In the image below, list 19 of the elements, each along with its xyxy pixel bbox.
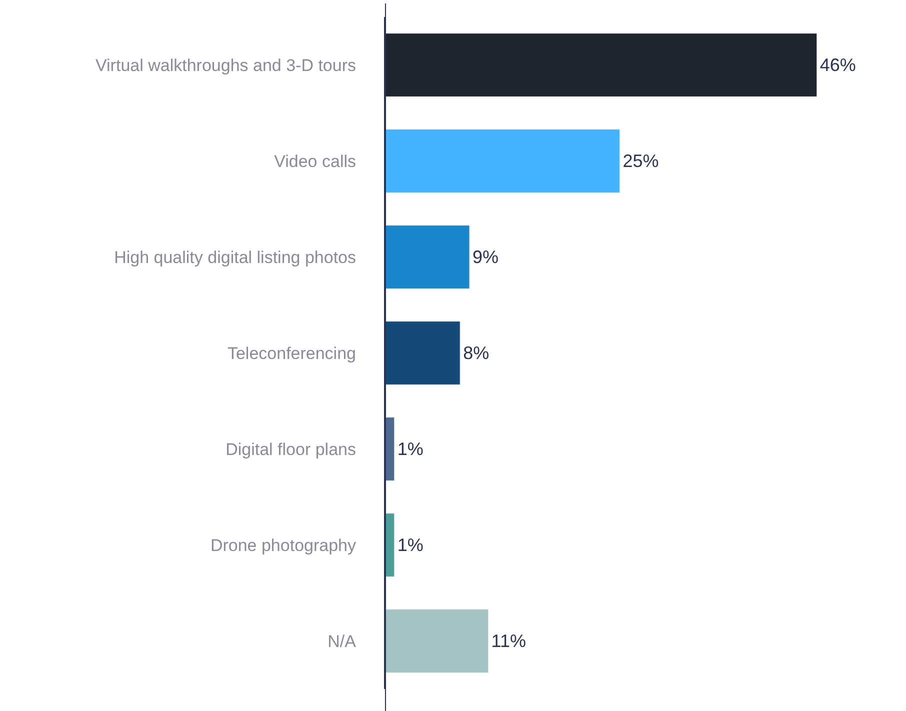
- bar: [385, 33, 818, 97]
- y-tick-label: Teleconferencing: [227, 344, 356, 363]
- data-label: 1%: [397, 535, 424, 555]
- y-tick-label: High quality digital listing photos: [114, 248, 356, 267]
- data-label: 9%: [472, 247, 499, 267]
- data-label: 46%: [820, 55, 856, 75]
- y-tick-label: Digital floor plans: [226, 440, 356, 459]
- data-label: 8%: [463, 343, 490, 363]
- data-label: 11%: [491, 631, 526, 651]
- bar: [385, 609, 489, 673]
- y-tick-label: Virtual walkthroughs and 3-D tours: [96, 56, 356, 75]
- bar: [385, 129, 620, 193]
- y-tick-label: Drone photography: [210, 536, 356, 555]
- data-label: 1%: [397, 439, 424, 459]
- bar: [385, 225, 470, 289]
- y-tick-label: Video calls: [274, 152, 356, 171]
- y-tick-label: N/A: [328, 632, 357, 651]
- bar: [385, 321, 460, 385]
- data-label: 25%: [622, 151, 659, 171]
